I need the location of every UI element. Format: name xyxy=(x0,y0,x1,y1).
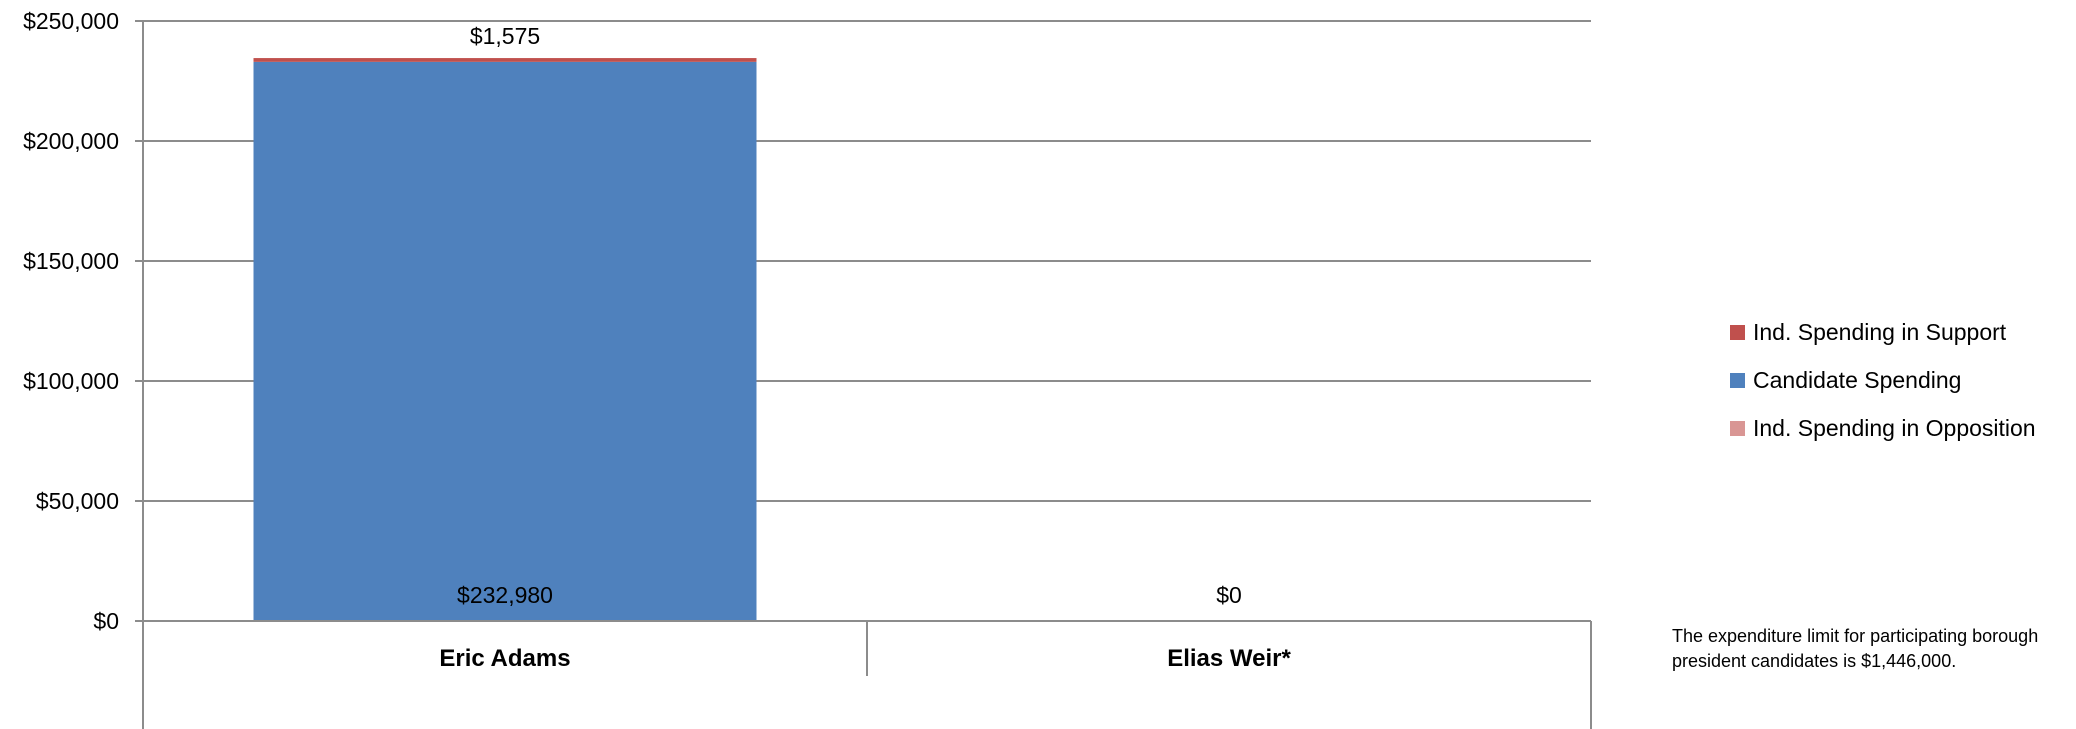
y-tick-label: $50,000 xyxy=(36,488,119,514)
axes: $0 $50,000 $100,000 $150,000 $200,000 $250,00… xyxy=(23,8,1592,729)
data-label: $1,575 xyxy=(470,23,540,49)
legend-swatch-opposition xyxy=(1730,420,1745,436)
legend-swatch-support xyxy=(1730,324,1745,340)
y-tick-label: $0 xyxy=(93,608,119,634)
bar-segment xyxy=(253,61,757,621)
labels: Eric Adams Elias Weir* $232,980 $1,575 $0 xyxy=(439,23,1291,672)
y-tick-label: $250,000 xyxy=(23,8,119,34)
y-tick-label: $150,000 xyxy=(23,248,119,274)
category-label: Elias Weir* xyxy=(1167,645,1291,672)
legend-item-candidate: Candidate Spending xyxy=(1730,356,2036,404)
legend-swatch-candidate xyxy=(1730,372,1745,388)
data-label: $0 xyxy=(1216,582,1242,608)
legend-label-candidate: Candidate Spending xyxy=(1753,366,1962,393)
bar-segment xyxy=(253,58,757,62)
legend-label-support: Ind. Spending in Support xyxy=(1753,318,2007,345)
data-label: $232,980 xyxy=(457,582,553,608)
category-label: Eric Adams xyxy=(439,645,570,672)
legend-label-opposition: Ind. Spending in Opposition xyxy=(1753,414,2036,441)
bars xyxy=(253,58,757,621)
y-tick-label: $100,000 xyxy=(23,368,119,394)
legend-item-support: Ind. Spending in Support xyxy=(1730,308,2036,356)
legend: Ind. Spending in Support Candidate Spend… xyxy=(1730,308,2036,452)
legend-item-opposition: Ind. Spending in Opposition xyxy=(1730,404,2036,452)
expenditure-limit-note: The expenditure limit for participating … xyxy=(1672,626,2039,671)
y-tick-label: $200,000 xyxy=(23,128,119,154)
